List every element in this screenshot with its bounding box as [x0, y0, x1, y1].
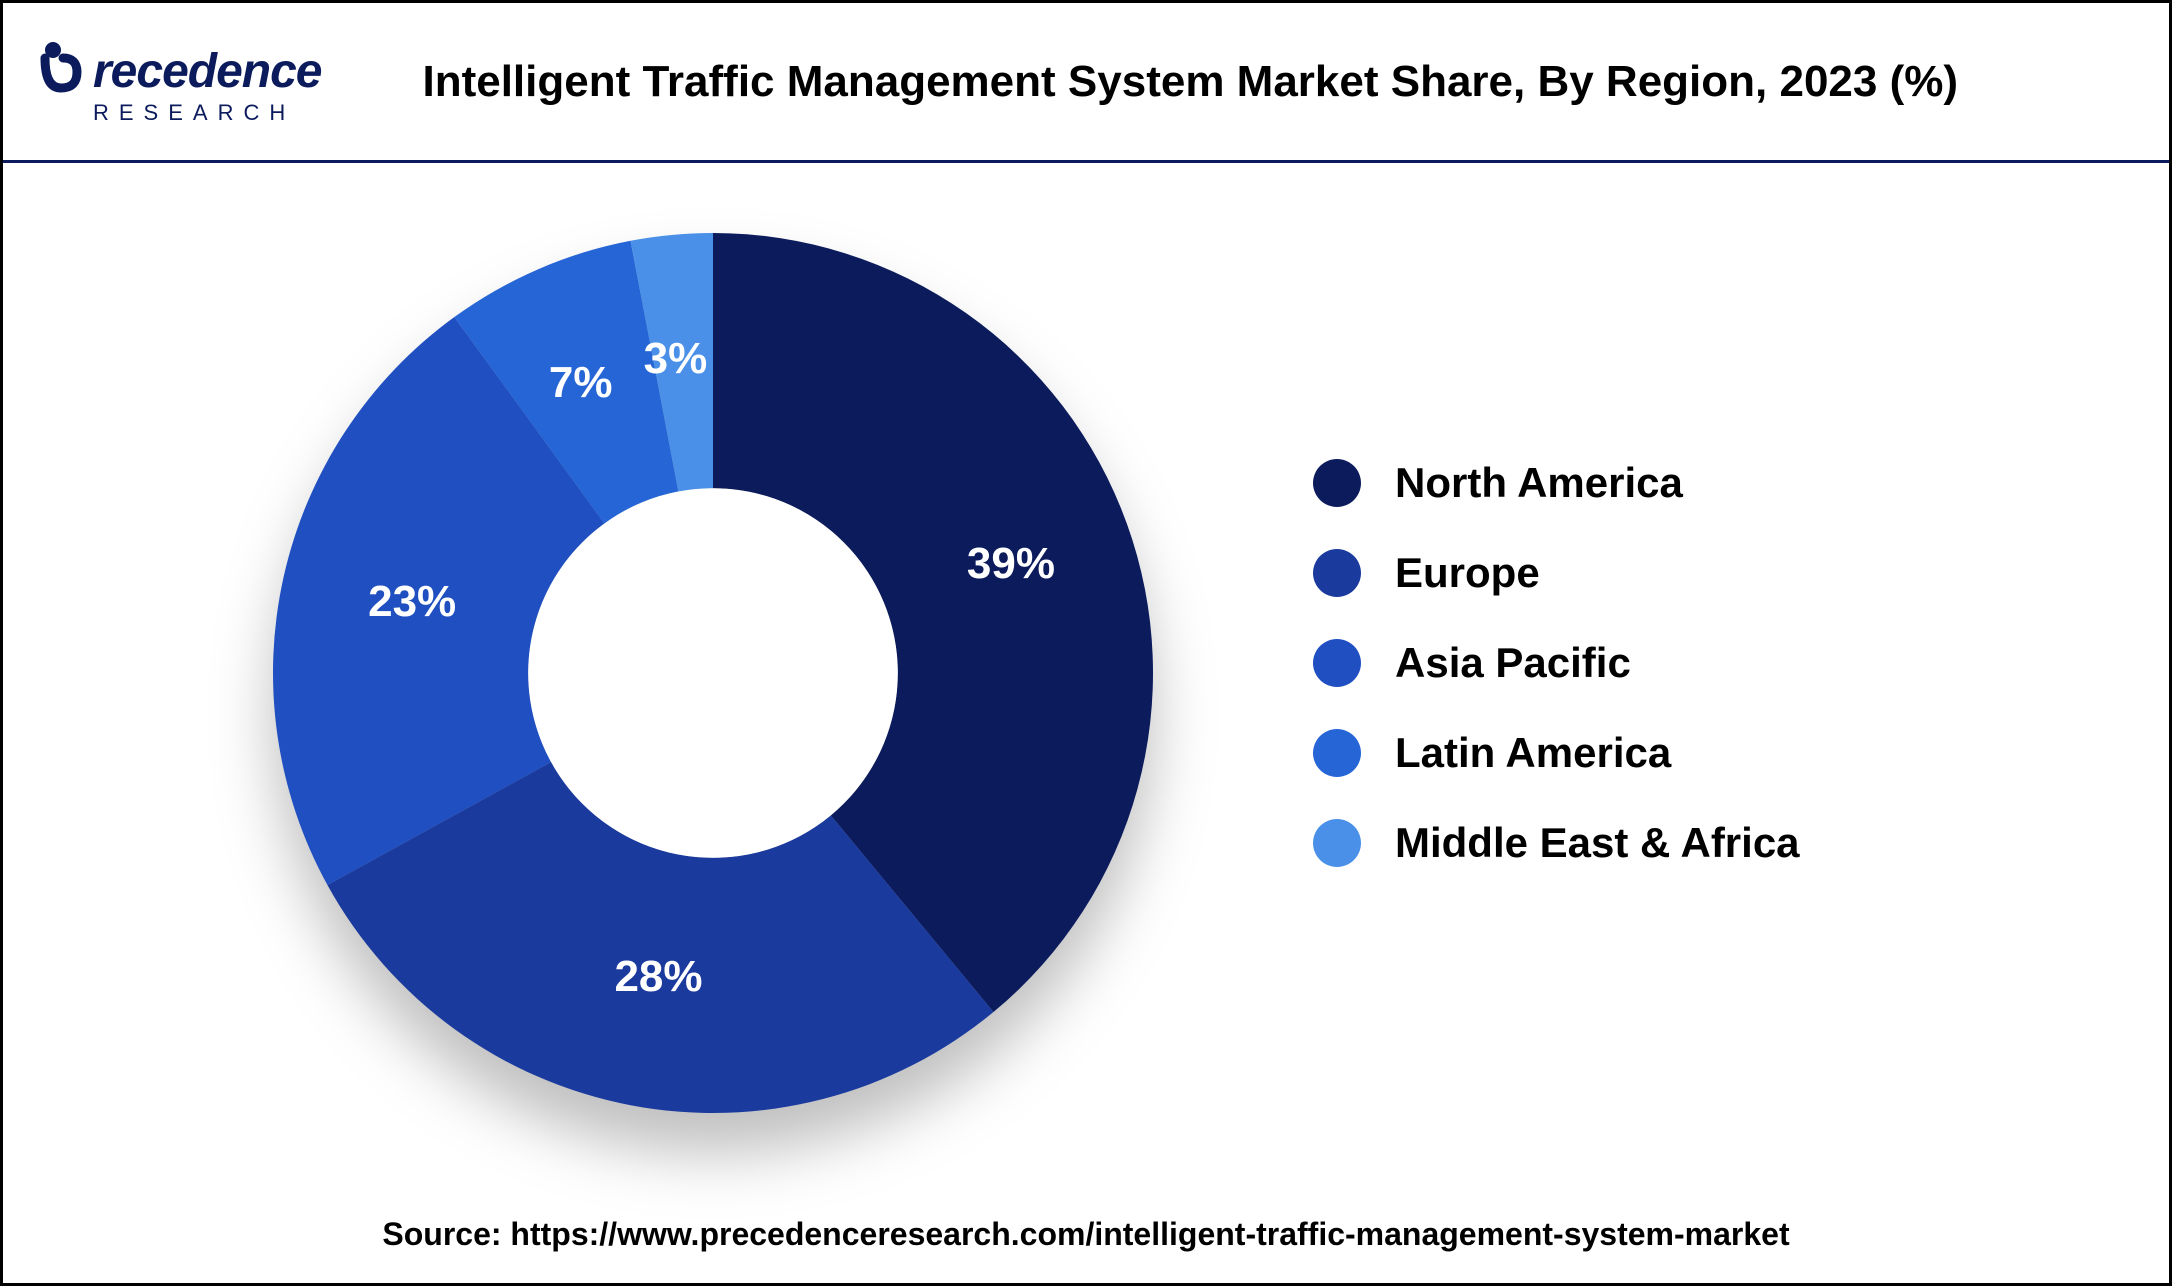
header: recedence RESEARCH Intelligent Traffic M…	[3, 3, 2169, 163]
legend-item-asia-pacific: Asia Pacific	[1313, 639, 2169, 687]
legend: North America Europe Asia Pacific Latin Ame…	[1253, 459, 2169, 867]
slice-label-europe: 28%	[614, 952, 702, 1002]
source-url: https://www.precedenceresearch.com/intel…	[510, 1216, 1789, 1252]
legend-swatch	[1313, 459, 1361, 507]
legend-label: Latin America	[1395, 729, 1671, 777]
logo-main-text: recedence	[93, 44, 322, 99]
legend-label: North America	[1395, 459, 1683, 507]
slice-label-latin-america: 7%	[549, 358, 613, 408]
logo-main: recedence	[33, 38, 322, 106]
legend-item-latin-america: Latin America	[1313, 729, 2169, 777]
logo-sub-text: RESEARCH	[93, 100, 295, 126]
legend-label: Middle East & Africa	[1395, 819, 1800, 867]
donut-svg	[263, 223, 1163, 1123]
legend-item-middle-east-africa: Middle East & Africa	[1313, 819, 2169, 867]
chart-container: recedence RESEARCH Intelligent Traffic M…	[0, 0, 2172, 1286]
logo-p-icon	[33, 38, 89, 106]
legend-swatch	[1313, 639, 1361, 687]
source-line: Source: https://www.precedenceresearch.c…	[3, 1216, 2169, 1253]
legend-swatch	[1313, 819, 1361, 867]
donut-hole	[528, 488, 898, 858]
legend-item-europe: Europe	[1313, 549, 2169, 597]
source-prefix: Source:	[382, 1216, 510, 1252]
legend-label: Asia Pacific	[1395, 639, 1631, 687]
slice-label-asia-pacific: 23%	[368, 577, 456, 627]
chart-title: Intelligent Traffic Management System Ma…	[322, 57, 2140, 107]
legend-label: Europe	[1395, 549, 1540, 597]
slice-label-north-america: 39%	[967, 539, 1055, 589]
logo: recedence RESEARCH	[33, 38, 322, 126]
legend-swatch	[1313, 549, 1361, 597]
donut-chart: 39% 28% 23% 7% 3%	[3, 163, 1253, 1163]
content-area: 39% 28% 23% 7% 3% North America Europe Asia Pa…	[3, 163, 2169, 1163]
slice-label-middle-east-africa: 3%	[644, 334, 708, 384]
legend-item-north-america: North America	[1313, 459, 2169, 507]
legend-swatch	[1313, 729, 1361, 777]
